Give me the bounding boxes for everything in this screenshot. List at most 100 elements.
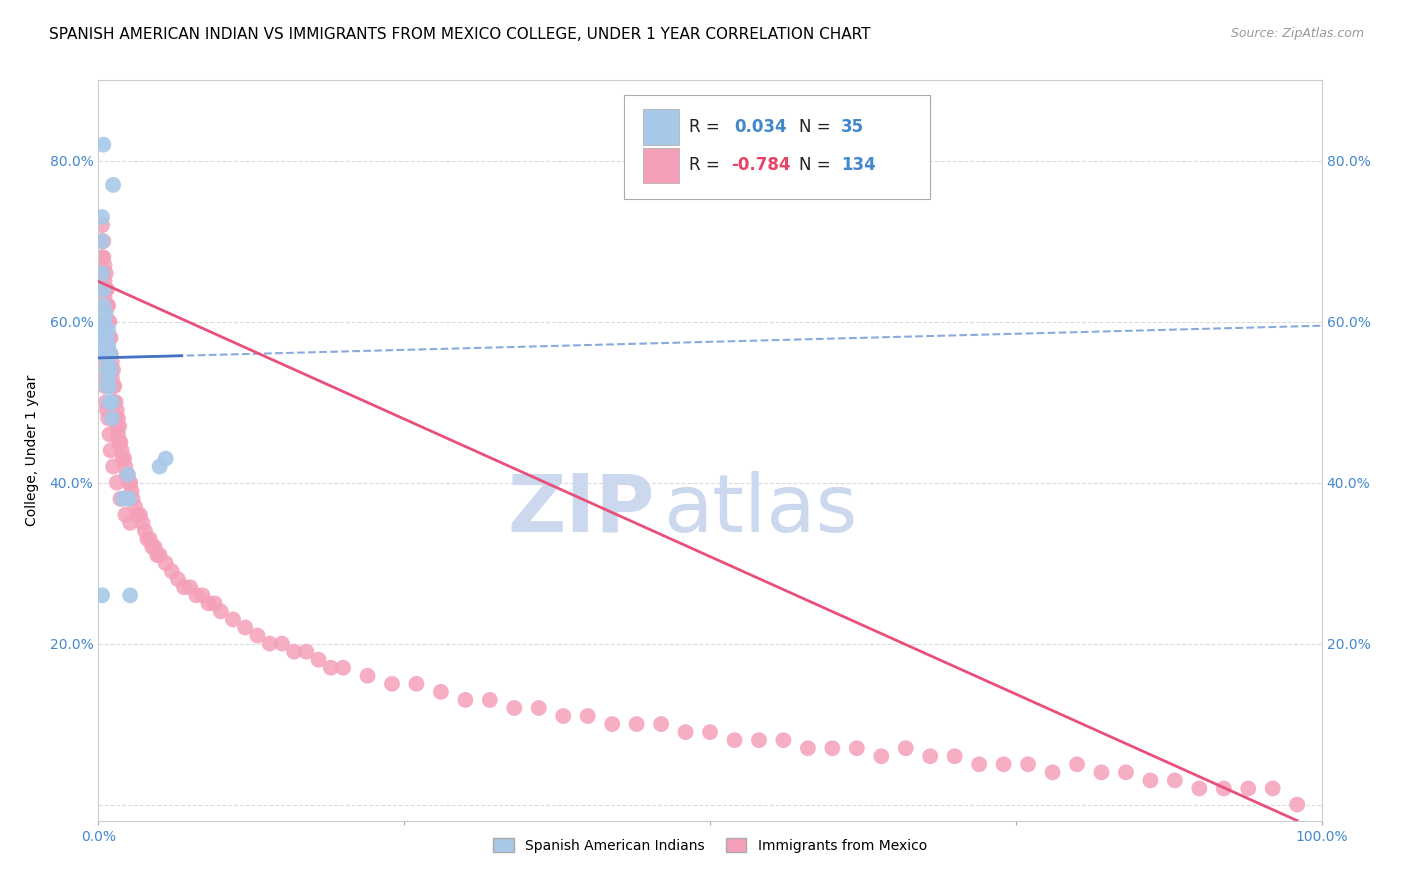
Point xyxy=(115,467,138,482)
Point xyxy=(821,741,844,756)
Point xyxy=(100,347,122,361)
Point xyxy=(967,757,990,772)
Point xyxy=(1066,757,1088,772)
Point xyxy=(96,299,118,313)
Point xyxy=(93,275,115,289)
FancyBboxPatch shape xyxy=(624,95,931,199)
Text: 35: 35 xyxy=(841,118,865,136)
Point xyxy=(1090,765,1112,780)
Legend: Spanish American Indians, Immigrants from Mexico: Spanish American Indians, Immigrants fro… xyxy=(488,832,932,858)
Point xyxy=(155,451,177,466)
Text: -0.784: -0.784 xyxy=(731,156,790,175)
Point xyxy=(91,323,114,337)
Point xyxy=(91,250,114,264)
Point xyxy=(1237,781,1260,796)
Point xyxy=(91,218,114,232)
Point xyxy=(96,363,118,377)
Point xyxy=(675,725,697,739)
Point xyxy=(332,661,354,675)
Point xyxy=(845,741,868,756)
Point xyxy=(114,459,136,474)
Point xyxy=(118,475,141,490)
Point xyxy=(93,347,115,361)
Point xyxy=(108,435,131,450)
Point xyxy=(155,556,177,570)
Point xyxy=(1139,773,1161,788)
Point xyxy=(98,347,121,361)
Point xyxy=(94,395,117,409)
Point xyxy=(97,339,120,353)
Point xyxy=(94,267,117,281)
Point xyxy=(120,475,142,490)
Point xyxy=(94,307,117,321)
Point xyxy=(179,580,201,594)
Point xyxy=(91,210,114,224)
Point xyxy=(503,701,526,715)
FancyBboxPatch shape xyxy=(643,109,679,145)
Point xyxy=(527,701,550,715)
Point xyxy=(197,596,219,610)
Point xyxy=(100,331,122,345)
Point xyxy=(121,491,143,506)
Point xyxy=(97,411,120,425)
Point xyxy=(204,596,226,610)
Point xyxy=(319,661,342,675)
Point xyxy=(91,234,114,248)
Point xyxy=(1164,773,1187,788)
Point xyxy=(381,677,404,691)
Point xyxy=(105,403,128,417)
Point xyxy=(96,331,118,345)
Point xyxy=(139,532,162,546)
Point xyxy=(91,234,114,248)
Text: 0.034: 0.034 xyxy=(734,118,787,136)
Point xyxy=(91,355,114,369)
Point xyxy=(96,347,118,361)
Point xyxy=(100,363,122,377)
Point xyxy=(108,419,131,434)
Point xyxy=(699,725,721,739)
Point xyxy=(91,234,114,248)
Point xyxy=(91,267,114,281)
Point xyxy=(186,588,208,602)
Point xyxy=(356,669,378,683)
Point xyxy=(101,395,124,409)
Point xyxy=(894,741,917,756)
Point xyxy=(104,395,127,409)
Point xyxy=(650,717,672,731)
Text: N =: N = xyxy=(800,118,837,136)
Point xyxy=(98,379,121,393)
Point xyxy=(94,283,117,297)
Point xyxy=(91,267,114,281)
Point xyxy=(797,741,820,756)
Point xyxy=(101,178,124,192)
Point xyxy=(295,645,318,659)
Point xyxy=(96,379,118,393)
Point xyxy=(1188,781,1211,796)
Point xyxy=(405,677,427,691)
Point xyxy=(91,283,114,297)
Text: ZIP: ZIP xyxy=(508,471,655,549)
Point xyxy=(110,491,132,506)
Point xyxy=(97,331,120,345)
Point xyxy=(246,628,269,642)
Point xyxy=(111,491,134,506)
Point xyxy=(91,371,114,385)
Point xyxy=(111,451,134,466)
Point xyxy=(101,379,124,393)
Point xyxy=(626,717,648,731)
Point xyxy=(478,693,501,707)
Point xyxy=(141,540,163,554)
Point xyxy=(105,475,128,490)
Point xyxy=(97,355,120,369)
Point xyxy=(136,532,159,546)
Point xyxy=(101,371,124,385)
Point xyxy=(97,299,120,313)
Point xyxy=(270,637,294,651)
Point xyxy=(454,693,477,707)
Point xyxy=(91,137,114,152)
Point xyxy=(723,733,745,747)
Text: Source: ZipAtlas.com: Source: ZipAtlas.com xyxy=(1230,27,1364,40)
Text: R =: R = xyxy=(689,118,725,136)
Point xyxy=(600,717,623,731)
Point xyxy=(107,411,129,425)
